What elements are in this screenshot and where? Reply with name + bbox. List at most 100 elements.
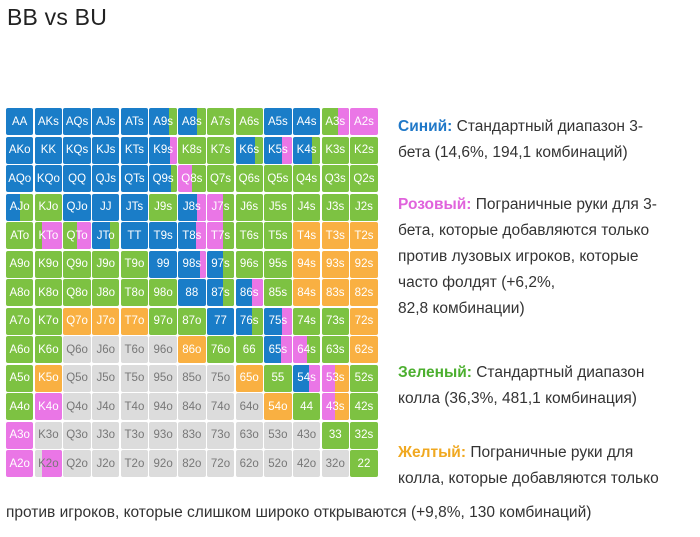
hand-cell: Q7o [63,307,91,335]
hand-cell: J8o [92,279,120,306]
hand-label: Q2s [353,172,375,185]
hand-label: A5o [9,372,30,384]
hand-cell: J7o [92,307,120,335]
hand-label: 64o [239,400,259,413]
hand-cell: QQ [63,165,91,192]
hand-cell-split [280,336,292,363]
hand-cell: A6o [6,336,34,363]
legend-pink: Розовый: Пограничные руки для 3- бета, к… [398,192,694,322]
hand-label: QTs [124,172,145,185]
hand-cell: QTo [63,222,91,249]
hand-label: JTs [125,201,144,213]
hand-label: 65o [239,372,259,384]
hand-label: K5s [267,144,288,156]
hand-label: T8s [182,229,202,242]
hand-cell: 82o [178,450,206,477]
legend-yellow-line2: колла, которые добавляются только [398,470,659,487]
hand-cell-split [251,279,263,306]
hand-cell: J2o [92,450,120,477]
hand-label: T4o [124,400,145,413]
hand-cell: Q8s [178,165,206,192]
hand-label: 42o [296,457,317,470]
hand-cell: 32s [350,421,378,449]
legend-yellow-line1: Пограничные руки для [470,444,634,461]
hand-label: AQo [8,172,32,185]
hand-cell: T5s [264,222,292,249]
hand-label: T6o [124,343,145,356]
hand-cell: Q5o [63,364,91,392]
hand-cell: 83s [321,279,349,306]
hand-cell: Q9o [63,250,91,278]
hand-cell-split [223,222,235,249]
hand-cell-split [309,364,321,392]
hand-label: T5s [268,229,288,242]
hand-cell: TT [120,222,149,249]
hand-cell: Q6o [63,336,91,363]
hand-cell: 93o [149,421,177,449]
hand-label: Q5s [267,172,289,185]
hand-label: Q9o [66,258,88,270]
hand-label: KQs [65,144,89,156]
hand-cell: Q3o [63,421,91,449]
hand-label: A8o [9,286,30,299]
hand-label: K3o [38,429,59,441]
hand-cell: Q6s [235,165,263,192]
hand-label: 84o [182,400,202,413]
hand-cell: T3s [321,222,349,249]
hand-label: 66 [242,343,256,356]
hand-cell: 74o [206,393,235,420]
hand-label: 74o [210,400,231,413]
hand-cell-split [41,222,63,249]
hand-label: A6s [239,115,260,128]
hand-label: 63s [325,343,345,356]
hand-label: 43o [296,429,317,441]
hand-cell: 63o [235,421,263,449]
hand-cell: A4o [6,393,34,420]
hand-cell: Q2s [350,165,378,192]
hand-cell-split [251,307,263,335]
legend-green: Зеленый: Стандартный диапазон колла (36,… [398,360,694,412]
hand-cell: 74s [292,307,321,335]
hand-cell: K9o [34,250,63,278]
legend-pink-line1: Пограничные руки для 3- [475,196,657,213]
hand-label: 53s [325,372,345,384]
hand-label: 98s [182,258,202,270]
hand-cell: 92o [149,450,177,477]
hand-cell: JTo [92,222,120,249]
hand-label: 33 [328,429,342,441]
hand-cell: 63s [321,336,349,363]
hand-cell: 96s [235,250,263,278]
hand-cell: T9o [120,250,149,278]
hand-label: J9s [154,201,173,213]
hand-label: Q7s [209,172,232,185]
hand-label: 53o [268,429,288,441]
hand-cell: KK [34,136,63,164]
hand-cell: T7s [206,222,235,249]
hand-label: 93o [153,429,173,441]
hand-label: A3o [9,429,30,441]
hand-cell: 43o [292,421,321,449]
hand-cell-split [109,222,120,249]
hand-cell: ATo [6,222,34,249]
hand-cell-split [223,193,235,221]
hand-cell: 72s [350,307,378,335]
hand-cell: 44 [292,393,321,420]
hand-label: 76o [210,343,231,356]
hand-cell: 55 [264,364,292,392]
legend-pink-line4: часто фолдят (+6,2%, [398,274,556,291]
hand-label: 55 [271,372,285,384]
hand-label: T5o [124,372,145,384]
hand-label: Q8s [181,172,203,185]
hand-cell: J6o [92,336,120,363]
hand-range-grid: AA AKs AQs AJs ATs A9s A8s A7s A6s A5s A4s A3s A2s AK… [6,108,388,484]
legend-yellow: Желтый: Пограничные руки для колла, кото… [398,440,694,492]
hand-cell-split [197,193,206,221]
hand-label: Q3s [324,172,346,185]
hand-cell: 64o [235,393,263,420]
hand-label: 62s [354,343,374,356]
hand-label: AKs [37,115,59,128]
hand-label: AJo [9,201,30,213]
hand-label: ATo [10,229,30,242]
hand-label: Q3o [66,429,88,441]
hand-label: 44 [300,400,313,413]
